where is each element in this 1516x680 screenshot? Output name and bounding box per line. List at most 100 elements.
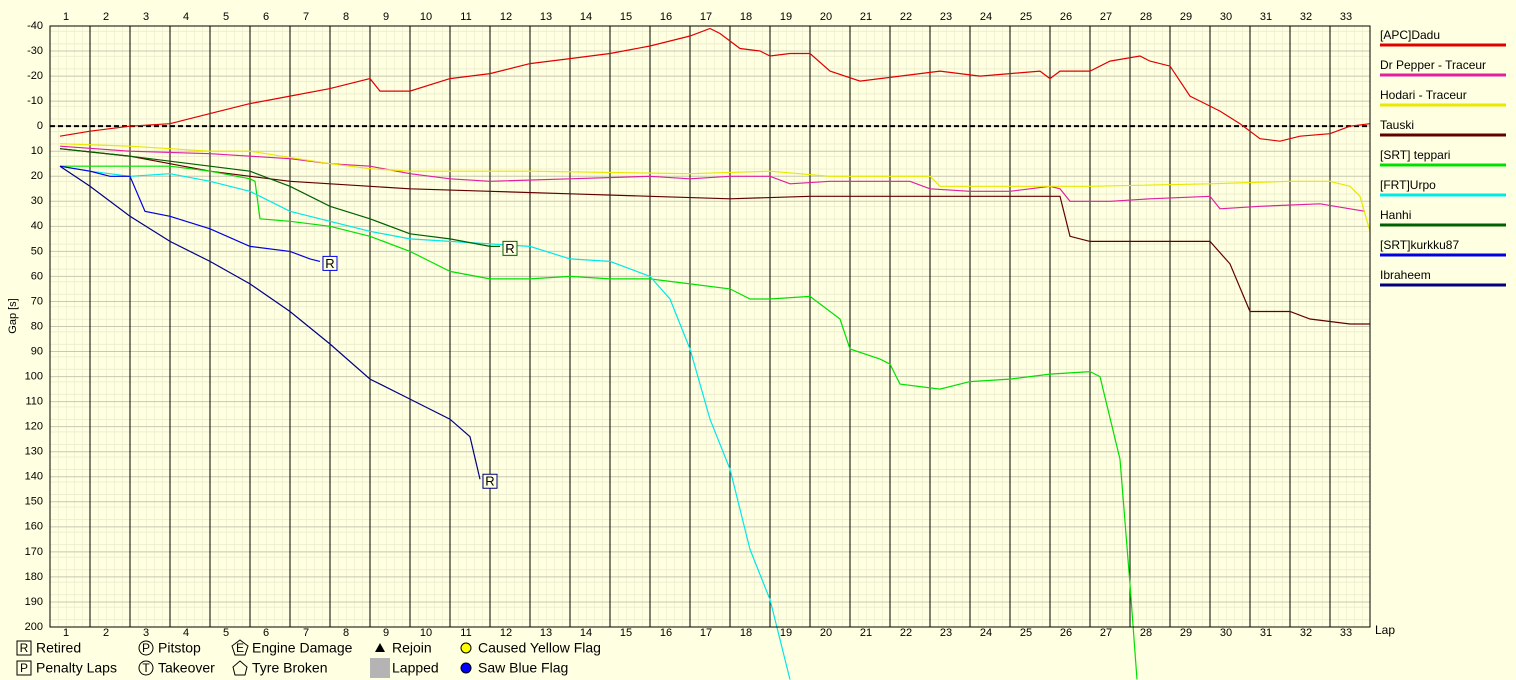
x-tick-label: 27	[1100, 11, 1112, 23]
y-tick-label: 60	[31, 270, 43, 282]
key-symbol: R	[20, 641, 29, 655]
y-tick-label: 130	[25, 446, 43, 458]
key-label: Engine Damage	[252, 640, 353, 656]
y-tick-label: 160	[25, 521, 43, 533]
y-tick-label: 120	[25, 421, 43, 433]
x-tick-label: 6	[263, 627, 269, 639]
series-line	[59, 145, 1366, 212]
x-tick-label: 26	[1060, 627, 1072, 639]
x-tick-label: 16	[660, 11, 672, 23]
y-tick-label: 200	[25, 621, 43, 633]
y-tick-label: -20	[27, 70, 43, 82]
key-label: Pitstop	[158, 640, 201, 656]
x-tick-label: 5	[223, 627, 229, 639]
x-tick-label: 30	[1220, 11, 1232, 23]
retired-marker	[502, 240, 518, 256]
y-tick-label: 190	[25, 596, 43, 608]
key-symbol: T	[142, 661, 150, 675]
x-tick-label: 16	[660, 627, 672, 639]
key-label: Rejoin	[392, 640, 432, 656]
y-tick-label: 20	[31, 170, 43, 182]
x-tick-label: 31	[1260, 11, 1272, 23]
key-label: Retired	[36, 640, 81, 656]
x-tick-label: 4	[183, 11, 189, 23]
x-tick-label: 29	[1180, 11, 1192, 23]
x-tick-label: 3	[143, 11, 149, 23]
y-tick-label: 70	[31, 295, 43, 307]
series-line	[59, 148, 1370, 325]
key-symbol: P	[142, 641, 150, 655]
plot-frame	[49, 25, 1371, 628]
x-tick-label: 21	[860, 627, 872, 639]
x-tick-label: 18	[740, 11, 752, 23]
x-tick-label: 15	[620, 11, 632, 23]
y-tick-label: 140	[25, 471, 43, 483]
x-tick-label: 15	[620, 627, 632, 639]
legend-label: Hanhi	[1380, 208, 1411, 222]
x-tick-label: 31	[1260, 627, 1272, 639]
x-tick-label: 7	[303, 11, 309, 23]
key-icon	[231, 639, 249, 656]
key-icon	[16, 640, 32, 656]
y-tick-label: 150	[25, 496, 43, 508]
key-icon	[370, 658, 390, 678]
x-tick-label: 14	[580, 627, 592, 639]
key-symbol: E	[236, 641, 244, 655]
series-line	[60, 165, 1138, 680]
x-tick-label: 33	[1340, 627, 1352, 639]
legend-label: [APC]Dadu	[1380, 28, 1440, 42]
x-tick-label: 19	[780, 11, 792, 23]
x-tick-label: 24	[980, 11, 992, 23]
retired-marker	[322, 255, 338, 271]
key-symbol: P	[20, 661, 28, 675]
key-label: Caused Yellow Flag	[478, 640, 601, 656]
x-tick-label: 19	[780, 627, 792, 639]
y-tick-label: -30	[27, 45, 43, 57]
x-tick-label: 28	[1140, 11, 1152, 23]
x-tick-label: 13	[540, 627, 552, 639]
legend-label: [SRT]kurkku87	[1380, 238, 1459, 252]
x-tick-label: 10	[420, 11, 432, 23]
y-tick-label: 100	[25, 370, 43, 382]
x-tick-label: 26	[1060, 11, 1072, 23]
x-tick-label: 23	[940, 11, 952, 23]
y-tick-label: -40	[27, 20, 43, 32]
key: R Retired P Pitstop E Engine Damage Rejoin Caus…	[16, 639, 601, 678]
legend-label: Tauski	[1380, 118, 1414, 132]
x-tick-label: 6	[263, 11, 269, 23]
series-line	[59, 143, 1371, 232]
x-tick-label: 30	[1220, 627, 1232, 639]
retired-marker-label: R	[325, 256, 334, 271]
x-tick-label: 10	[420, 627, 432, 639]
x-tick-label: 14	[580, 11, 592, 23]
key-icon	[460, 642, 472, 654]
x-tick-label: 32	[1300, 627, 1312, 639]
x-tick-label: 17	[700, 11, 712, 23]
x-tick-label: 9	[383, 11, 389, 23]
y-tick-label: 180	[25, 571, 43, 583]
grid: -40-30-20-100102030405060708090100110120…	[25, 11, 1370, 639]
y-tick-label: 0	[37, 120, 43, 132]
x-tick-label: 17	[700, 627, 712, 639]
x-tick-label: 20	[820, 627, 832, 639]
x-tick-label: 12	[500, 11, 512, 23]
x-tick-label: 3	[143, 627, 149, 639]
x-tick-label: 13	[540, 11, 552, 23]
legend-label: [FRT]Urpo	[1380, 178, 1436, 192]
x-tick-label: 21	[860, 11, 872, 23]
x-tick-label: 5	[223, 11, 229, 23]
x-tick-label: 2	[103, 627, 109, 639]
x-tick-label: 25	[1020, 11, 1032, 23]
key-icon	[138, 660, 154, 676]
legend-label: Ibraheem	[1380, 268, 1431, 282]
y-tick-label: 110	[25, 396, 43, 408]
key-icon	[460, 662, 472, 674]
x-tick-label: 2	[103, 11, 109, 23]
legend-label: Dr Pepper - Traceur	[1380, 58, 1486, 72]
x-tick-label: 22	[900, 11, 912, 23]
y-tick-label: 30	[31, 195, 43, 207]
key-icon	[138, 640, 154, 656]
x-tick-label: 1	[63, 11, 69, 23]
x-tick-label: 1	[63, 627, 69, 639]
